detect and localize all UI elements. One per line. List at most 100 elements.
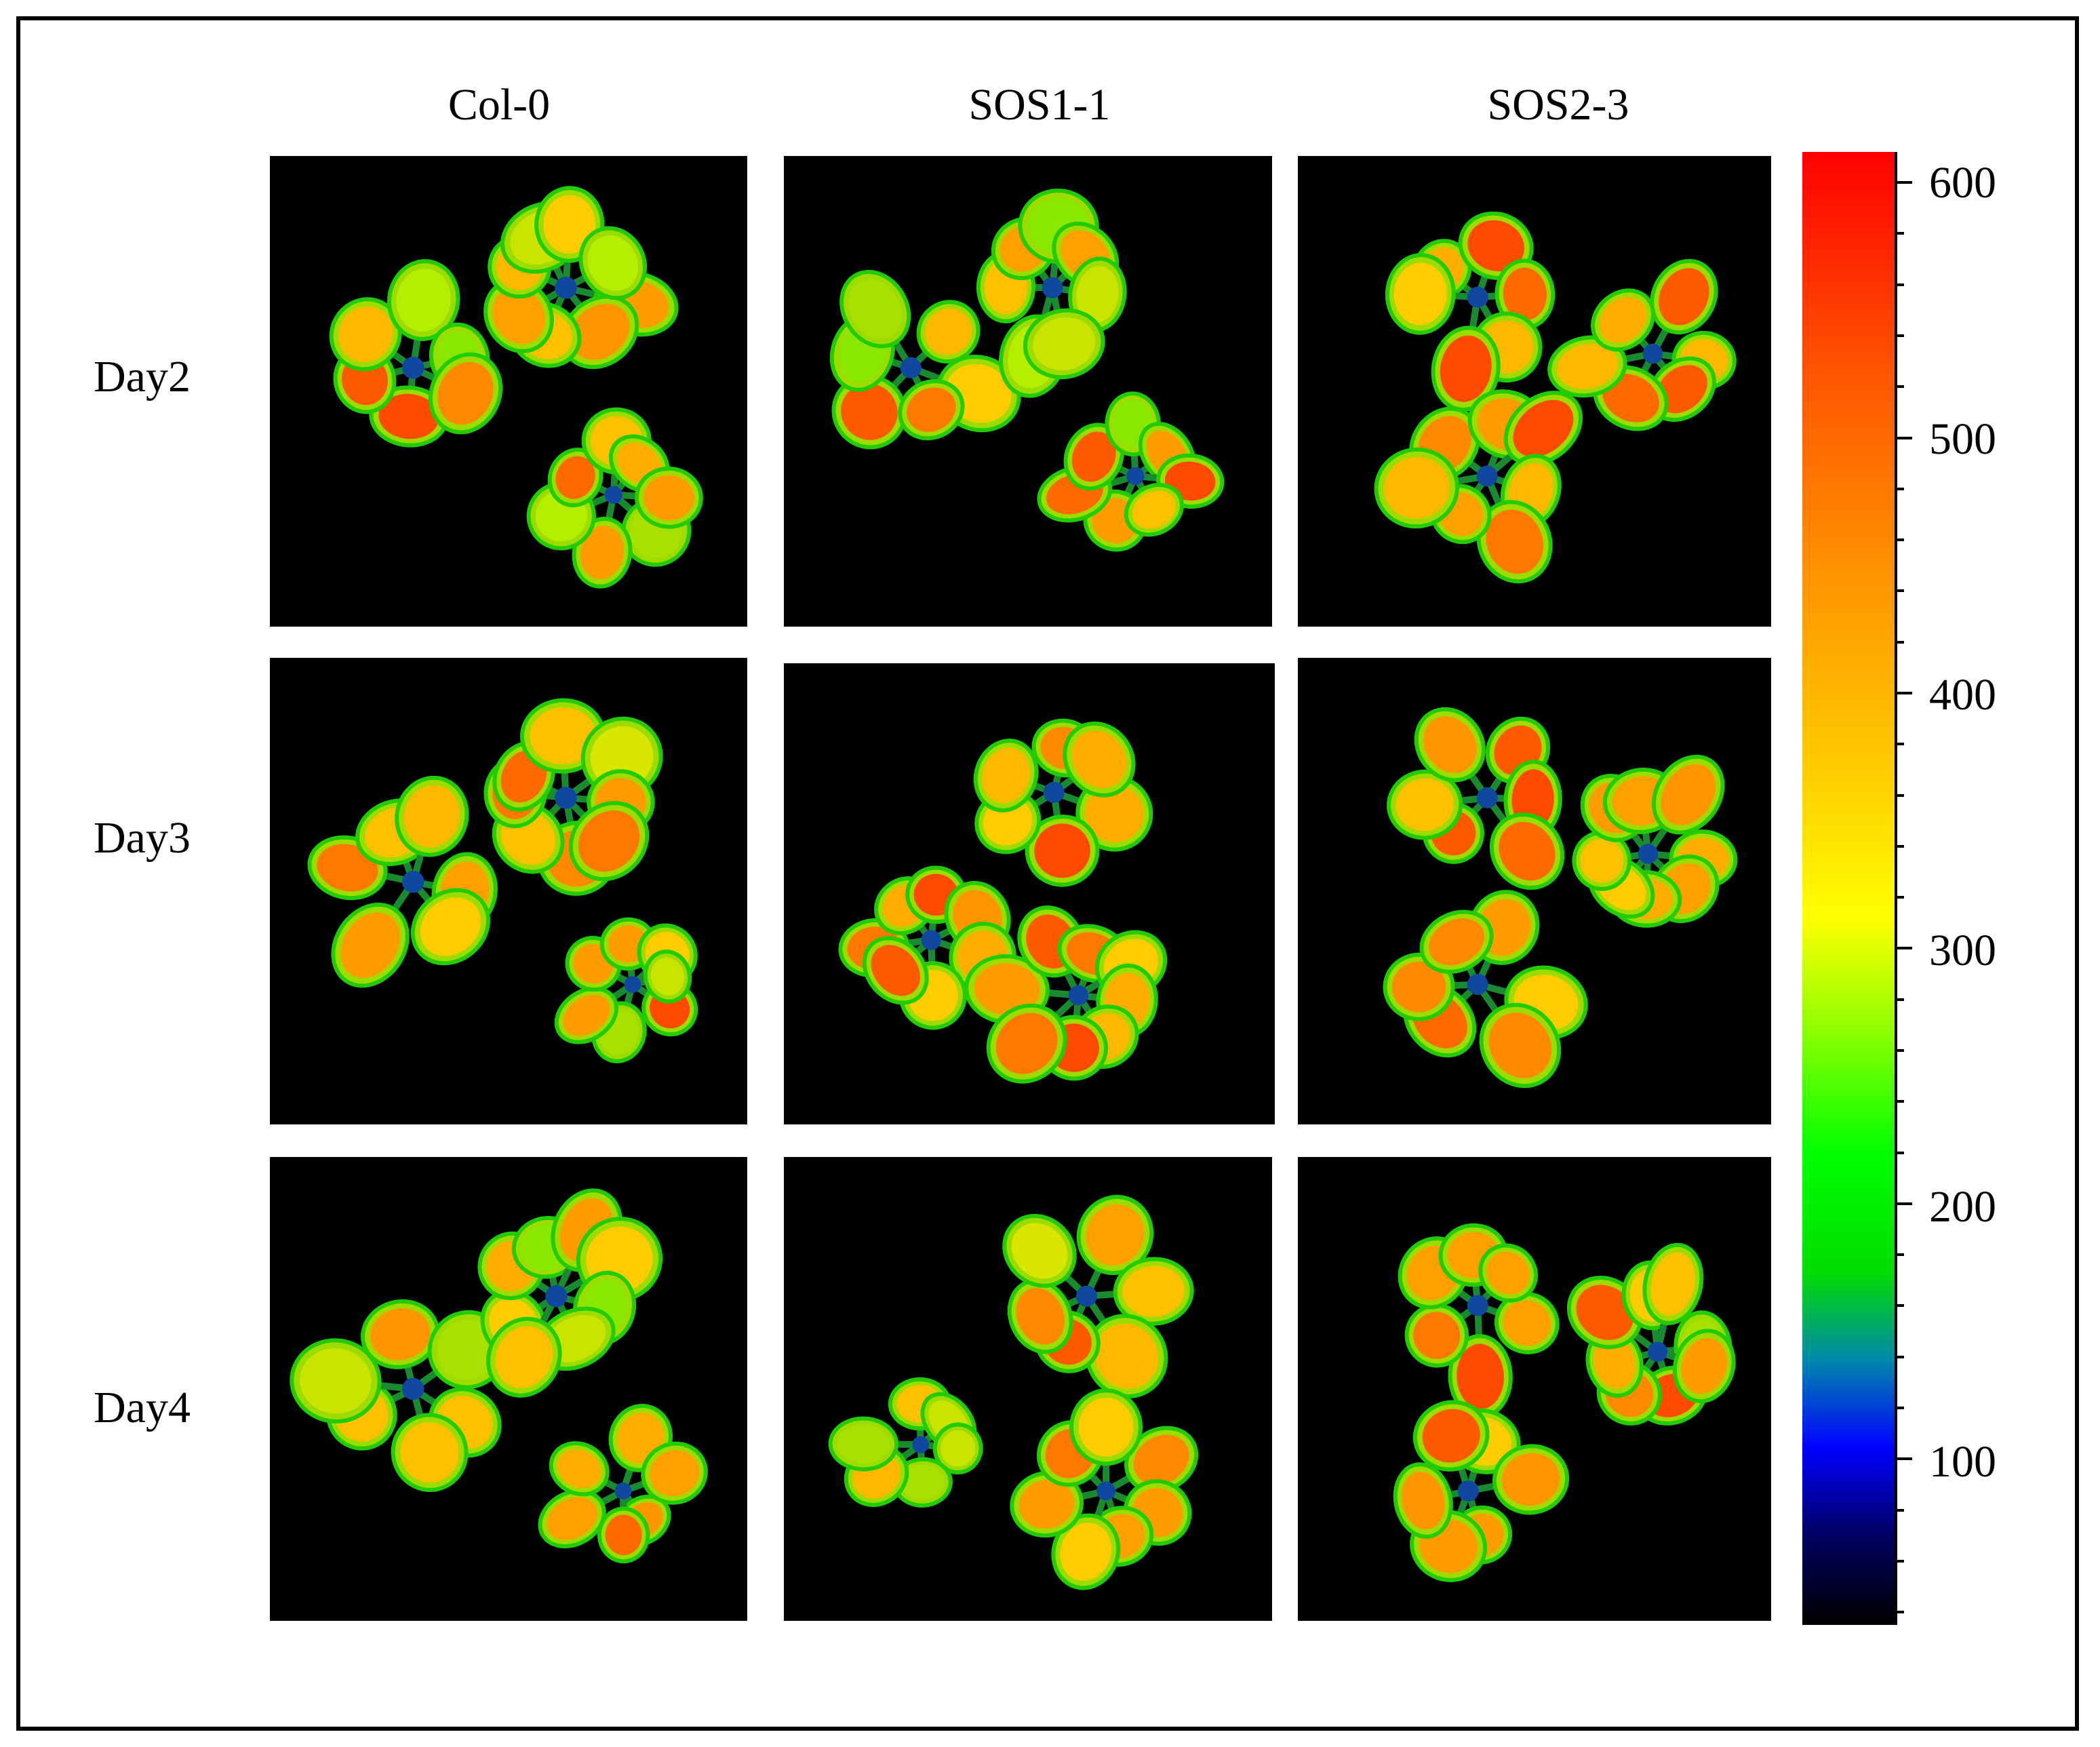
rosette-center — [1638, 844, 1659, 864]
colorbar-major-tick — [1895, 947, 1912, 950]
panel-col-0-day2 — [270, 156, 747, 627]
colorbar-minor-tick — [1895, 1508, 1904, 1512]
colorbar-tick-label-200: 200 — [1929, 1182, 1996, 1232]
colorbar-major-tick — [1895, 1202, 1912, 1205]
plant-leaf — [1050, 721, 1136, 798]
plant-leaf — [483, 278, 570, 353]
plant-leaf — [410, 352, 503, 435]
rosette-center — [1042, 277, 1063, 298]
panel-col-0-day3 — [270, 658, 747, 1124]
rosette-center — [1467, 286, 1488, 308]
plant-leaf — [829, 313, 915, 392]
colorbar-tick-label-500: 500 — [1929, 414, 1996, 464]
plant-leaf — [1002, 1213, 1090, 1300]
plant-leaf — [534, 186, 605, 292]
colorbar-minor-tick — [1895, 283, 1904, 286]
rosette-center — [1642, 343, 1663, 364]
row-label-day3: Day3 — [94, 813, 191, 863]
rosette-center — [401, 357, 424, 379]
plant-image — [1374, 211, 1737, 584]
plant-leaf — [1484, 391, 1583, 479]
plant-leaf — [1124, 472, 1185, 537]
plant-leaf — [619, 1441, 708, 1505]
colorbar-minor-tick — [1895, 1355, 1904, 1358]
plant-leaf — [973, 739, 1058, 812]
plant-leaf — [1649, 258, 1718, 357]
rosette-center — [555, 787, 577, 809]
plant-leaf — [828, 1416, 924, 1472]
colorbar-minor-tick — [1895, 743, 1904, 746]
plant-leaf — [862, 936, 935, 1005]
plant-leaf — [410, 878, 491, 966]
colorbar-minor-tick — [1895, 1559, 1904, 1563]
colorbar-minor-tick — [1895, 538, 1904, 542]
plant-leaf — [1414, 707, 1491, 802]
rosette-center — [624, 976, 641, 993]
plant-image — [307, 698, 698, 1063]
colorbar-minor-tick — [1895, 1611, 1904, 1614]
panel-col-0-day4 — [270, 1157, 747, 1621]
rosette-center — [604, 486, 623, 504]
plant-leaf — [1476, 472, 1553, 584]
colorbar-minor-tick — [1895, 1304, 1904, 1308]
colorbar-minor-tick — [1895, 589, 1904, 593]
plant-leaf — [986, 992, 1082, 1084]
plant-leaf — [1474, 1243, 1538, 1309]
column-label-sos1-1: SOS1-1 — [968, 80, 1111, 130]
plant-leaf — [1474, 1291, 1560, 1354]
plant-image — [329, 186, 703, 589]
rosette-center — [614, 1483, 632, 1499]
plant-leaf — [1644, 754, 1725, 857]
rosette-center — [1467, 1295, 1488, 1316]
rosette-center — [1647, 1341, 1668, 1362]
plant-leaf — [898, 364, 965, 441]
colorbar-tick-label-100: 100 — [1929, 1437, 1996, 1487]
plant-leaf — [1412, 1400, 1490, 1495]
panel-sos1-1-day4 — [784, 1157, 1272, 1621]
rosette-center — [1476, 787, 1498, 808]
plant-leaf — [964, 954, 1082, 1025]
plant-image — [1383, 707, 1738, 1088]
plant-leaf — [1051, 1487, 1121, 1590]
colorbar-tick-label-600: 600 — [1929, 158, 1996, 208]
rosette-center — [1467, 974, 1488, 996]
colorbar-major-tick — [1895, 181, 1912, 184]
rosette-center — [401, 870, 424, 893]
plant-leaf — [538, 1487, 627, 1549]
colorbar-tick-label-300: 300 — [1929, 926, 1996, 975]
colorbar-minor-tick — [1895, 793, 1904, 797]
colorbar-major-tick — [1895, 1457, 1912, 1461]
colorbar-minor-tick — [1895, 896, 1904, 899]
plant-leaf — [1431, 294, 1501, 412]
rosette-center — [1457, 1480, 1479, 1501]
colorbar-minor-tick — [1895, 232, 1904, 235]
column-label-col-0: Col-0 — [448, 80, 551, 130]
plant-leaf — [1419, 909, 1494, 988]
colorbar-minor-tick — [1895, 334, 1904, 338]
colorbar-minor-tick — [1895, 1253, 1904, 1257]
plant-leaf — [1484, 794, 1565, 890]
row-label-day4: Day4 — [94, 1383, 191, 1432]
plant-leaf — [1642, 1242, 1704, 1356]
plant-leaf — [1393, 1462, 1472, 1539]
plant-leaf — [1465, 1444, 1570, 1515]
plant-leaf — [1010, 1470, 1110, 1538]
rosette-center — [1043, 781, 1065, 803]
plant-leaf — [831, 364, 915, 450]
plant-image — [1393, 1223, 1736, 1582]
plant-leaf — [331, 878, 417, 988]
rosette-center — [921, 930, 941, 950]
colorbar-minor-tick — [1895, 1100, 1904, 1103]
plant-image — [828, 1194, 1199, 1590]
plant-leaf — [561, 284, 639, 370]
colorbar-major-tick — [1895, 436, 1912, 439]
rosette-center — [1068, 985, 1089, 1006]
rosette-center — [900, 357, 922, 378]
colorbar-minor-tick — [1895, 640, 1904, 644]
plant-leaf — [1083, 1293, 1168, 1398]
rosette-center — [555, 277, 577, 299]
colorbar-minor-tick — [1895, 1049, 1904, 1053]
plant-leaf — [1387, 769, 1491, 840]
colorbar — [1802, 152, 1895, 1625]
plant-leaf — [486, 1293, 562, 1398]
